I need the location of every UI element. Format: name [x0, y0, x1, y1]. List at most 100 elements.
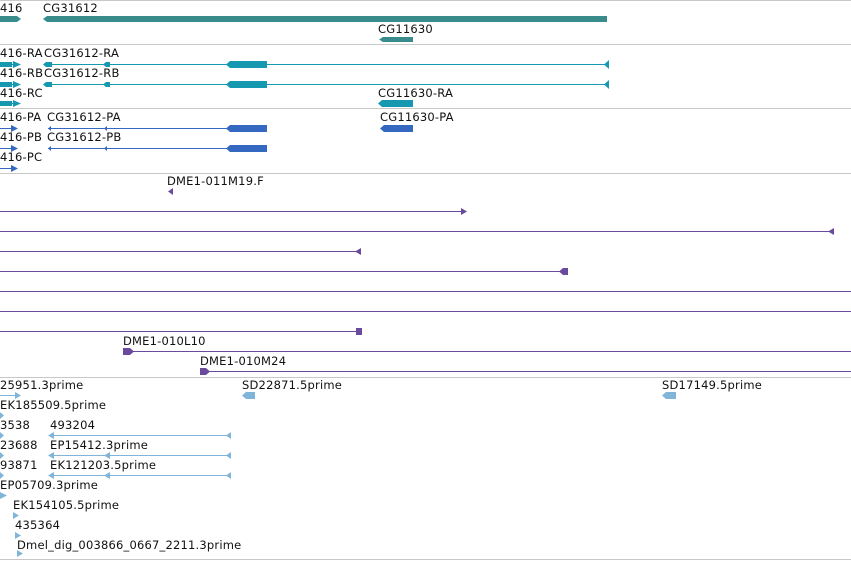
est-feature[interactable]: [0, 472, 4, 479]
clone-line-DME1-010L10[interactable]: [123, 348, 851, 355]
transcript-label-416-RC: 416-RC: [0, 86, 43, 100]
clone-line[interactable]: [0, 328, 362, 335]
strand-arrow: [104, 452, 110, 459]
exon-block: [226, 81, 267, 88]
end-marker: [355, 248, 361, 255]
strand-arrow: [48, 432, 54, 439]
est-feature-EP15412[interactable]: [48, 452, 231, 459]
protein-416-PB[interactable]: [0, 145, 18, 152]
protein-CG31612-PA[interactable]: [48, 125, 267, 132]
est-feature-EK121203[interactable]: [48, 472, 231, 479]
est-feature-SD22871[interactable]: [242, 392, 255, 399]
strand-arrow: [11, 125, 18, 132]
strand-arrow: [15, 392, 21, 399]
exon-block: [43, 82, 52, 87]
exon-block: [226, 145, 267, 152]
transcript-416-RC[interactable]: [0, 100, 21, 107]
protein-416-PC[interactable]: [0, 165, 18, 172]
protein-CG31612-PB[interactable]: [48, 145, 267, 152]
protein-label-416-PC: 416-PC: [0, 150, 43, 164]
protein-label-CG11630-PA: CG11630-PA: [380, 110, 454, 124]
strand-arrow: [48, 472, 54, 479]
end-marker: [604, 80, 609, 89]
clone-line[interactable]: [0, 228, 834, 235]
clone-line[interactable]: [0, 268, 568, 275]
exon-block: [378, 100, 413, 107]
transcript-416-RA[interactable]: [0, 61, 21, 68]
clone-line[interactable]: [0, 248, 361, 255]
exon-block: [103, 62, 110, 67]
protein-label-416-PA: 416-PA: [0, 110, 42, 124]
est-label: 25951.3prime: [0, 378, 84, 392]
est-label-SD22871: SD22871.5prime: [242, 378, 343, 392]
est-feature[interactable]: [15, 532, 21, 539]
transcript-CG31612-RA[interactable]: [43, 60, 609, 69]
est-track: [0, 392, 676, 557]
end-marker: [200, 368, 210, 375]
exon-block: [48, 146, 51, 151]
strand-arrow: [13, 61, 21, 68]
gene-feature-416[interactable]: [0, 16, 21, 22]
est-feature[interactable]: [0, 452, 4, 459]
est-label: 23688: [0, 438, 38, 452]
est-feature[interactable]: [13, 512, 19, 519]
est-label-EK154105: EK154105.5prime: [13, 498, 120, 512]
transcript-CG31612-RB[interactable]: [43, 80, 609, 89]
clone-track: [0, 188, 851, 375]
transcript-label-416-RB: 416-RB: [0, 66, 44, 80]
est-label-EP05709: EP05709.3prime: [0, 478, 99, 492]
est-feature-SD17149[interactable]: [662, 392, 676, 399]
est-feature[interactable]: [0, 492, 7, 499]
transcript-label-CG11630-RA: CG11630-RA: [378, 86, 454, 100]
end-marker: [123, 348, 134, 355]
est-label-EK185509: EK185509.5prime: [0, 398, 107, 412]
est-feature[interactable]: [0, 392, 21, 399]
protein-label-416-PB: 416-PB: [0, 130, 43, 144]
exon-block: [380, 125, 413, 132]
exon-block: [43, 62, 52, 67]
end-marker: [226, 432, 231, 439]
gene-label-CG11630: CG11630: [378, 22, 433, 36]
exon-block: [48, 126, 51, 131]
est-feature-493204[interactable]: [48, 432, 231, 439]
est-label-SD17149: SD17149.5prime: [662, 378, 763, 392]
clone-line-DME1-010M24[interactable]: [200, 368, 851, 375]
protein-416-PA[interactable]: [0, 125, 18, 132]
exon-block: [0, 82, 12, 87]
strand-arrow: [13, 100, 21, 107]
exon-block: [104, 126, 107, 131]
strand-arrow: [48, 452, 54, 459]
protein-label-CG31612-PB: CG31612-PB: [47, 130, 122, 144]
end-marker: [356, 328, 362, 335]
transcript-CG11630-RA[interactable]: [378, 100, 413, 107]
protein-CG11630-PA[interactable]: [380, 125, 413, 132]
est-feature[interactable]: [17, 550, 23, 557]
transcript-label-CG31612-RA: CG31612-RA: [44, 46, 120, 60]
protein-track: [0, 125, 413, 172]
exon-block: [0, 62, 12, 67]
gene-label-416: 416: [0, 1, 23, 15]
exon-block: [103, 82, 110, 87]
strand-arrow: [11, 145, 18, 152]
est-feature[interactable]: [0, 432, 4, 439]
transcript-416-RB[interactable]: [0, 81, 21, 88]
est-label-493204: 493204: [50, 418, 96, 432]
end-marker: [828, 228, 834, 235]
strand-arrow: [104, 472, 110, 479]
clone-line[interactable]: [0, 208, 467, 215]
est-label: 93871: [0, 458, 38, 472]
est-feature[interactable]: [0, 412, 4, 419]
transcript-track: [0, 60, 609, 107]
end-marker: [461, 208, 467, 215]
clone-marker-DME1-011M19[interactable]: [168, 188, 173, 195]
transcript-label-416-RA: 416-RA: [0, 46, 43, 60]
gene-feature-CG31612[interactable]: [43, 16, 607, 22]
end-marker: [604, 60, 609, 69]
end-marker: [559, 268, 568, 275]
gene-feature-CG11630[interactable]: [379, 37, 413, 42]
exon-block: [104, 146, 107, 151]
est-label-Dmel-dig: Dmel_dig_003866_0667_2211.3prime: [17, 538, 242, 552]
transcript-label-CG31612-RB: CG31612-RB: [44, 66, 120, 80]
exon-block: [226, 61, 267, 68]
